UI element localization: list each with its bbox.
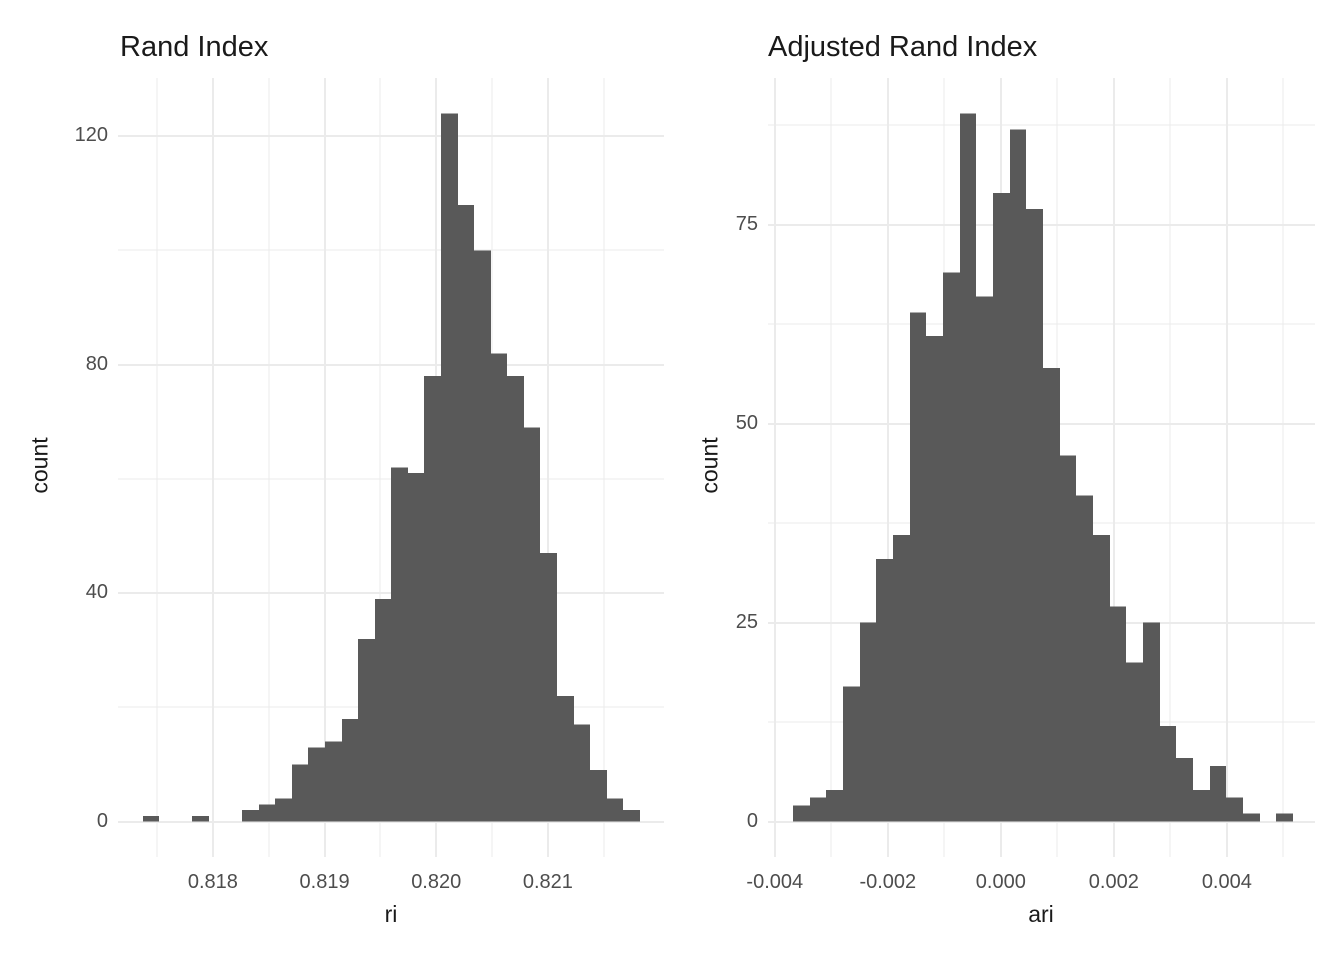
histogram-bar	[1160, 726, 1176, 822]
histogram-bar	[623, 810, 640, 822]
histogram-bar	[810, 797, 826, 822]
histogram-bar	[960, 113, 976, 822]
histogram-bar	[375, 598, 391, 822]
histogram-bar	[1126, 662, 1143, 822]
histogram-bar	[1143, 622, 1160, 822]
y-tick-label: 75	[735, 212, 758, 235]
histogram-bar	[926, 336, 943, 822]
histogram-bar	[843, 686, 860, 822]
y-tick-label: 0	[96, 809, 108, 832]
histogram-bar	[1010, 129, 1026, 822]
histogram-bar	[590, 770, 607, 822]
x-tick-label: 0.820	[411, 871, 462, 893]
histogram-bar	[1076, 495, 1093, 822]
histogram-bar	[793, 805, 810, 822]
histogram-bar	[458, 204, 474, 822]
histogram-bar	[1093, 535, 1110, 822]
x-tick-label: -0.004	[746, 871, 804, 893]
histogram-bar	[325, 741, 342, 822]
histogram-bar	[1210, 765, 1226, 822]
x-tick-label: 0.821	[522, 871, 573, 893]
histogram-bar	[308, 747, 325, 822]
plot-title: Rand Index	[120, 31, 269, 63]
y-tick-label: 50	[735, 411, 758, 434]
x-tick-label: 0.000	[975, 871, 1026, 893]
histogram-bar	[893, 535, 910, 822]
x-tick-label: 0.819	[299, 871, 350, 893]
y-axis-title: count	[26, 437, 53, 494]
histogram-bar	[1176, 757, 1193, 822]
x-tick-label: 0.002	[1088, 871, 1139, 893]
histogram-panel	[118, 78, 664, 857]
histogram-bar	[574, 724, 590, 822]
histogram-bar	[1193, 789, 1210, 822]
histogram-bar	[1060, 455, 1076, 822]
histogram-bar	[1110, 606, 1126, 822]
histogram-bar	[275, 798, 292, 822]
histogram-bar	[860, 622, 876, 822]
y-tick-label: 40	[85, 581, 108, 604]
histogram-panel	[768, 78, 1315, 857]
x-tick-label: 0.818	[187, 871, 238, 893]
histogram-bar	[557, 695, 574, 822]
histogram-bar	[910, 312, 926, 822]
histogram-bar	[1276, 813, 1293, 822]
histogram-bar	[491, 353, 507, 822]
histogram-bar	[424, 376, 441, 822]
histogram-bar	[192, 815, 209, 822]
histogram-bar	[441, 113, 458, 822]
histogram-bar	[993, 192, 1010, 822]
y-tick-label: 0	[746, 809, 758, 832]
histogram-bar	[976, 296, 993, 822]
plot-title: Adjusted Rand Index	[768, 31, 1038, 63]
y-tick-label: 25	[735, 610, 758, 633]
histogram-bar	[507, 376, 524, 822]
histogram-bar	[342, 718, 358, 822]
histogram-bar	[1243, 813, 1260, 822]
histogram-bar	[474, 250, 491, 822]
histogram-bar	[540, 553, 557, 822]
histogram-bar	[943, 272, 960, 822]
x-axis-title: ri	[384, 901, 398, 927]
histogram-bar	[1026, 208, 1043, 822]
histogram-bar	[242, 810, 259, 822]
y-tick-label: 120	[74, 124, 108, 147]
histogram-bar	[292, 764, 308, 822]
histogram-bar	[1226, 797, 1243, 822]
histogram-bar	[143, 815, 159, 822]
histogram-bar	[259, 804, 275, 822]
histogram-bar	[358, 638, 375, 822]
histogram-bar	[876, 559, 893, 822]
histogram-bar	[524, 427, 540, 822]
histogram-bar	[1043, 368, 1060, 822]
x-tick-label: 0.004	[1201, 871, 1252, 893]
x-axis-title: ari	[1028, 901, 1054, 927]
histogram-bar	[826, 789, 843, 822]
histogram-bar	[607, 798, 623, 822]
histogram-bar	[408, 473, 424, 822]
y-tick-label: 80	[85, 352, 108, 375]
histogram-bar	[391, 467, 408, 822]
x-tick-label: -0.002	[859, 871, 917, 893]
